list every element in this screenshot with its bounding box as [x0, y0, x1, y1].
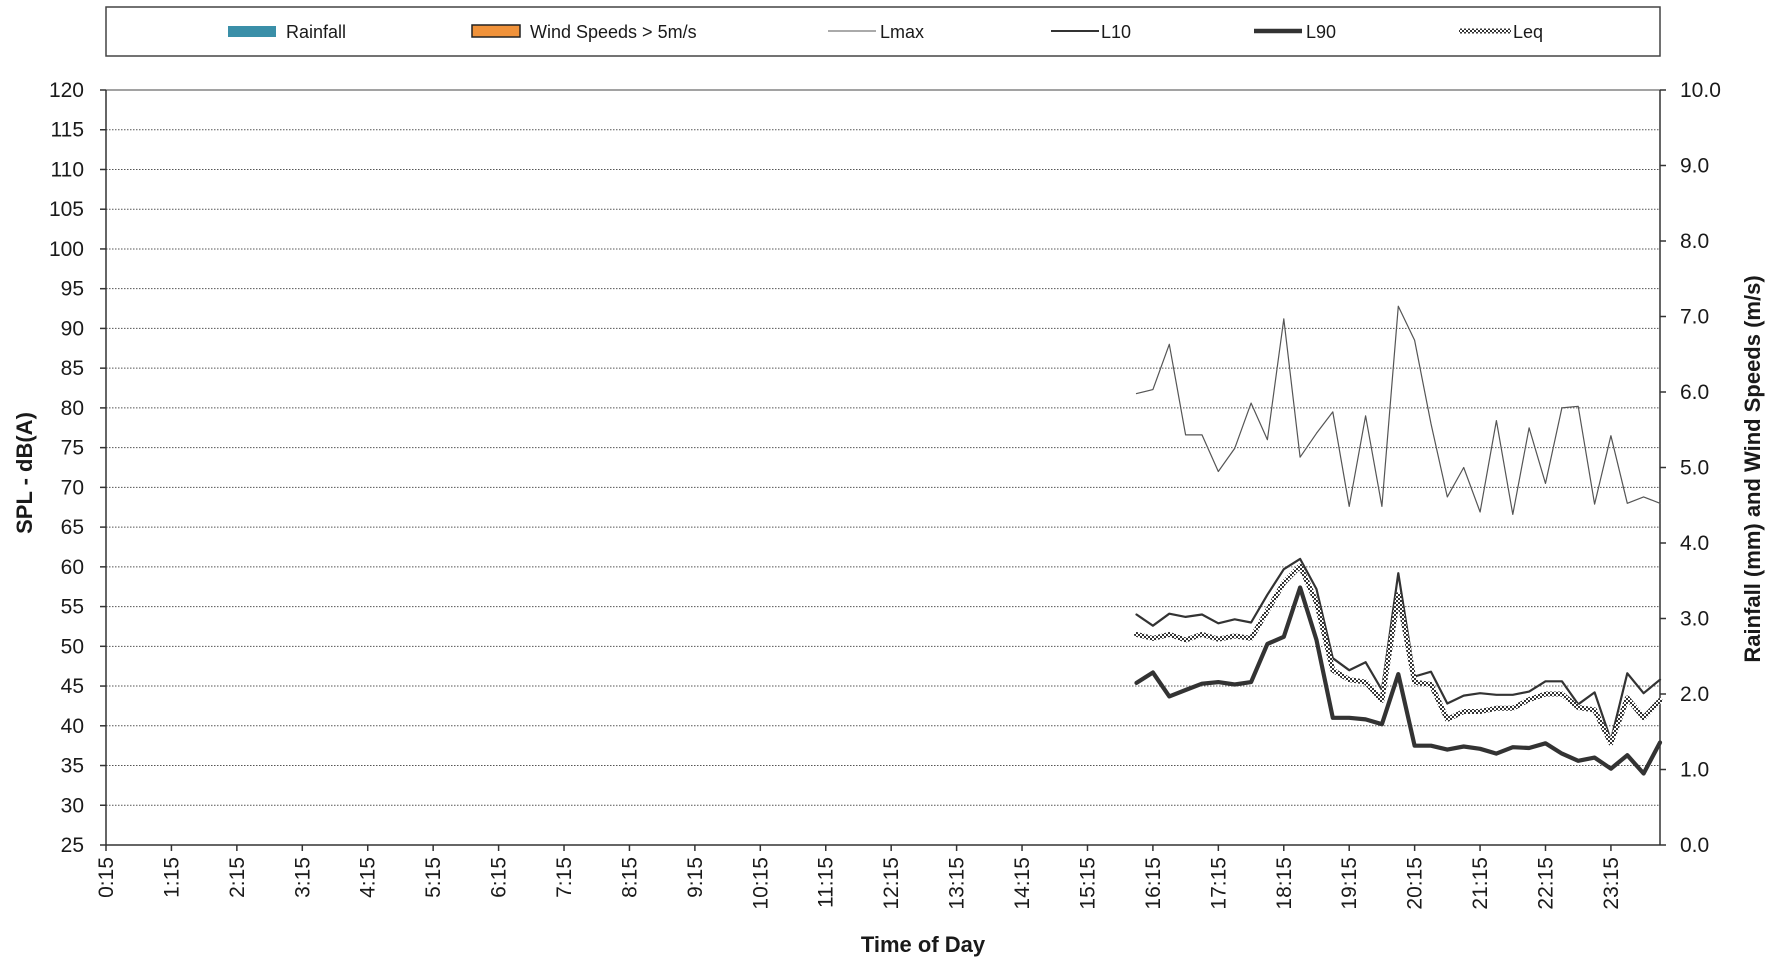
- y-tick-label: 60: [61, 556, 84, 579]
- x-tick-label: 14:15: [1011, 857, 1034, 910]
- y-tick-label: 105: [49, 198, 84, 221]
- series-line-l10: [1135, 557, 1662, 742]
- y-axis-title: SPL - dB(A): [12, 412, 37, 534]
- y-tick-label: 40: [61, 715, 84, 738]
- y-tick-label: 55: [61, 596, 84, 619]
- y2-tick-label: 0.0: [1680, 834, 1709, 857]
- y-axis-left: 25 30 35 40 45 50 55 60 65 70 75 80 85 90 95 100 105 110 1…: [49, 79, 106, 857]
- y-tick-label: 30: [61, 794, 84, 817]
- y2-tick-label: 8.0: [1680, 230, 1709, 253]
- x-tick-label: 15:15: [1076, 857, 1099, 910]
- legend-label-l90: L90: [1306, 22, 1336, 42]
- y2-tick-label: 3.0: [1680, 608, 1709, 631]
- x-tick-label: 4:15: [357, 857, 380, 898]
- x-tick-label: 22:15: [1534, 857, 1557, 910]
- x-tick-label: 8:15: [618, 857, 641, 898]
- x-tick-label: 2:15: [226, 857, 249, 898]
- x-tick-label: 9:15: [684, 857, 707, 898]
- y-tick-label: 50: [61, 635, 84, 658]
- y2-tick-label: 6.0: [1680, 381, 1709, 404]
- legend-label-wind: Wind Speeds > 5m/s: [530, 22, 697, 42]
- y-tick-label: 85: [61, 357, 84, 380]
- legend-label-rainfall: Rainfall: [286, 22, 346, 42]
- y2-tick-label: 9.0: [1680, 155, 1709, 178]
- x-axis: 0:15 1:15 2:15 3:15 4:15 5:15 6:15 7:15 8:15 9:15…: [95, 845, 1623, 910]
- legend-label-leq: Leq: [1513, 22, 1543, 42]
- x-tick-label: 19:15: [1338, 857, 1361, 910]
- y-tick-label: 25: [61, 834, 84, 857]
- x-tick-label: 21:15: [1469, 857, 1492, 910]
- y-tick-label: 45: [61, 675, 84, 698]
- x-tick-label: 13:15: [946, 857, 969, 910]
- y2-tick-label: 5.0: [1680, 457, 1709, 480]
- y-tick-label: 80: [61, 397, 84, 420]
- gridlines: [106, 89, 1660, 806]
- y2-tick-label: 2.0: [1680, 683, 1709, 706]
- y-tick-label: 65: [61, 516, 84, 539]
- y-tick-label: 95: [61, 278, 84, 301]
- legend-swatch-rainfall: [228, 26, 276, 37]
- y-tick-label: 120: [49, 79, 84, 102]
- x-axis-title: Time of Day: [861, 932, 986, 957]
- x-tick-label: 7:15: [553, 857, 576, 898]
- legend-swatch-wind: [471, 24, 521, 38]
- y2-tick-label: 10.0: [1680, 79, 1721, 102]
- y2-tick-label: 7.0: [1680, 306, 1709, 329]
- x-tick-label: 17:15: [1207, 857, 1230, 910]
- x-tick-label: 11:15: [815, 857, 838, 908]
- y2-axis-title: Rainfall (mm) and Wind Speeds (m/s): [1740, 275, 1765, 662]
- y-tick-label: 75: [61, 437, 84, 460]
- y-tick-label: 35: [61, 755, 84, 778]
- series-lines: [1134, 305, 1663, 776]
- y-tick-label: 115: [51, 119, 84, 142]
- series-line-leq: [1134, 563, 1663, 746]
- plot-area: [105, 89, 1661, 846]
- y2-tick-label: 4.0: [1680, 532, 1709, 555]
- x-tick-label: 16:15: [1142, 857, 1165, 910]
- x-tick-label: 12:15: [880, 857, 903, 910]
- x-tick-label: 3:15: [291, 857, 314, 898]
- series-line-l90: [1134, 585, 1663, 776]
- x-tick-label: 6:15: [488, 857, 511, 898]
- legend-label-l10: L10: [1101, 22, 1131, 42]
- y2-tick-label: 1.0: [1680, 759, 1709, 782]
- x-tick-label: 5:15: [422, 857, 445, 898]
- legend-frame: [105, 6, 1661, 57]
- x-tick-label: 20:15: [1404, 857, 1427, 910]
- legend: Rainfall Wind Speeds > 5m/s Lmax L10 L90…: [105, 6, 1661, 57]
- x-tick-label: 1:15: [160, 857, 183, 898]
- x-tick-label: 18:15: [1273, 857, 1296, 910]
- y-tick-label: 110: [51, 158, 84, 181]
- x-tick-label: 10:15: [749, 857, 772, 910]
- y-tick-label: 70: [61, 476, 84, 499]
- y-tick-label: 100: [49, 238, 84, 261]
- legend-label-lmax: Lmax: [880, 22, 924, 42]
- x-tick-label: 0:15: [95, 857, 118, 898]
- y-tick-label: 90: [61, 317, 84, 340]
- series-line-lmax: [1135, 305, 1661, 516]
- y-axis-right: 0.0 1.0 2.0 3.0 4.0 5.0 6.0 7.0 8.0 9.0 10.0: [1660, 79, 1721, 857]
- x-tick-label: 23:15: [1600, 857, 1623, 910]
